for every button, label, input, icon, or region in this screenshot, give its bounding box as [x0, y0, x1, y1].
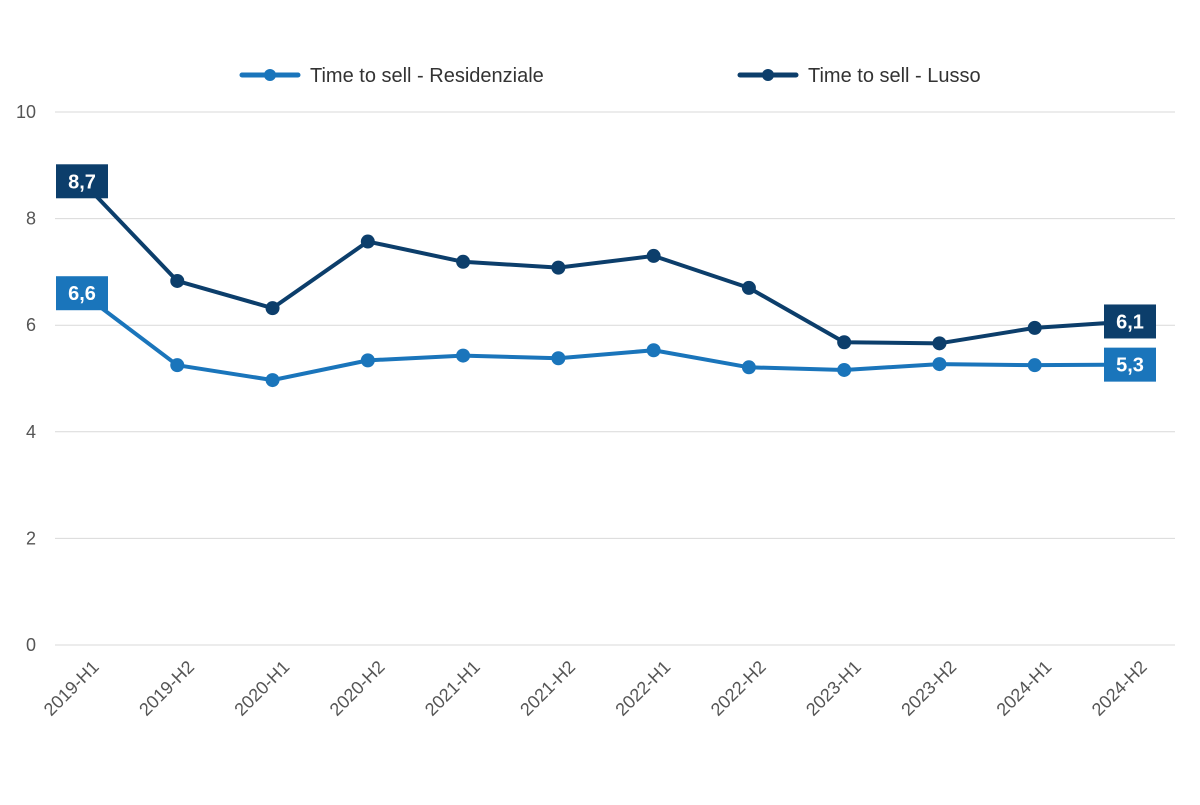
- data-point: [646, 248, 661, 263]
- data-point: [837, 362, 852, 377]
- data-point: [265, 373, 280, 388]
- legend-swatch-marker: [762, 69, 774, 81]
- x-tick-label: 2024-H1: [993, 657, 1056, 720]
- y-tick-label: 10: [16, 102, 36, 122]
- legend: Time to sell - Residenziale Time to sell …: [239, 65, 981, 87]
- legend-label: Time to sell - Lusso: [808, 65, 981, 87]
- x-tick-label: 2024-H2: [1088, 657, 1151, 720]
- y-tick-label: 2: [26, 528, 36, 548]
- y-tick-label: 8: [26, 209, 36, 229]
- data-point: [741, 280, 756, 295]
- data-label: 6,1: [1104, 304, 1156, 339]
- data-point: [551, 260, 566, 275]
- data-point: [360, 234, 375, 249]
- data-point: [170, 358, 185, 373]
- legend-swatch-marker: [264, 69, 276, 81]
- data-label-text: 5,3: [1116, 355, 1144, 377]
- y-tick-label: 0: [26, 635, 36, 655]
- x-tick-label: 2023-H2: [897, 657, 960, 720]
- data-label: 8,7: [56, 164, 108, 199]
- data-label-text: 6,6: [68, 283, 96, 305]
- legend-label: Time to sell - Residenziale: [310, 65, 544, 87]
- x-tick-label: 2020-H1: [230, 657, 293, 720]
- data-point: [170, 273, 185, 288]
- legend-item: Time to sell - Residenziale: [239, 65, 544, 87]
- data-point: [646, 343, 661, 358]
- data-label-box: [56, 276, 108, 311]
- data-point: [1027, 358, 1042, 373]
- series-line: [80, 179, 1132, 346]
- data-point: [932, 336, 947, 351]
- x-tick-label: 2019-H2: [135, 657, 198, 720]
- y-tick-label: 6: [26, 315, 36, 335]
- x-tick-label: 2022-H2: [707, 657, 770, 720]
- gridlines: [55, 111, 1175, 646]
- data-point: [265, 301, 280, 316]
- data-point: [837, 335, 852, 350]
- x-tick-label: 2023-H1: [802, 657, 865, 720]
- data-label: 6,6: [56, 276, 108, 311]
- x-axis-ticks: 2019-H1 2019-H2 2020-H1 2020-H2 2021-H1 2021-…: [40, 657, 1151, 720]
- data-label-box: [56, 164, 108, 199]
- data-label-box: [1104, 304, 1156, 339]
- y-axis-ticks: 0 2 4 6 8 10: [16, 102, 36, 655]
- x-tick-label: 2021-H1: [421, 657, 484, 720]
- data-point: [1027, 320, 1042, 335]
- series-lines: [80, 179, 1132, 383]
- y-tick-label: 4: [26, 422, 36, 442]
- data-label-text: 6,1: [1116, 311, 1144, 333]
- data-point: [741, 360, 756, 375]
- data-point: [456, 348, 471, 363]
- data-point: [456, 254, 471, 269]
- data-label: 5,3: [1104, 347, 1156, 382]
- data-point: [360, 353, 375, 368]
- data-point: [932, 357, 947, 372]
- data-labels: 6,6 5,3 8,7 6,1: [56, 164, 1156, 382]
- data-point: [551, 351, 566, 366]
- x-tick-label: 2020-H2: [326, 657, 389, 720]
- series-line: [80, 291, 1132, 383]
- x-tick-label: 2019-H1: [40, 657, 103, 720]
- data-label-text: 8,7: [68, 171, 96, 193]
- x-tick-label: 2022-H1: [611, 657, 674, 720]
- series-points: [170, 234, 1042, 388]
- x-tick-label: 2021-H2: [516, 657, 579, 720]
- data-label-box: [1104, 347, 1156, 382]
- legend-item: Time to sell - Lusso: [737, 65, 981, 87]
